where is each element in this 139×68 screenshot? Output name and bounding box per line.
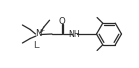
Text: +: + — [39, 28, 44, 33]
Text: N: N — [35, 30, 41, 38]
Text: O: O — [59, 17, 65, 27]
Text: I: I — [33, 41, 35, 51]
Text: NH: NH — [68, 30, 80, 39]
Text: −: − — [35, 44, 40, 50]
